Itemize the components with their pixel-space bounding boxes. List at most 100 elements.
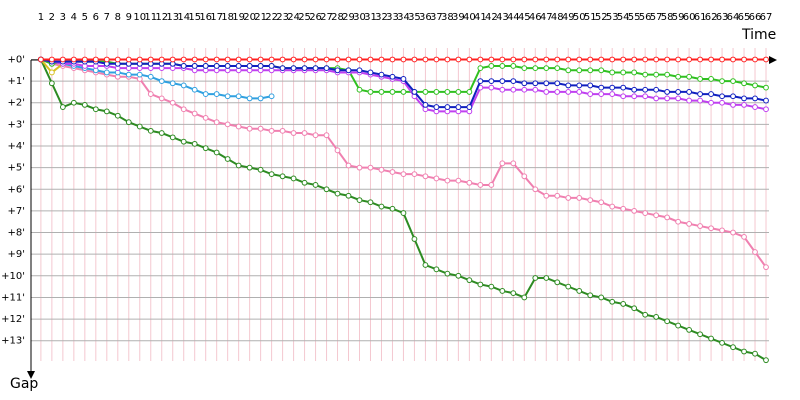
- point: [433, 89, 440, 95]
- x-tick-label: 23: [276, 12, 289, 23]
- point: [499, 288, 506, 294]
- x-tick-label: 67: [760, 12, 773, 23]
- point: [345, 67, 352, 74]
- point: [554, 80, 561, 87]
- point: [488, 283, 495, 290]
- point: [719, 339, 725, 346]
- x-tick-label: 35: [408, 12, 421, 23]
- point: [741, 56, 747, 63]
- x-tick-label: 40: [463, 12, 476, 23]
- x-tick-label: 64: [727, 12, 740, 23]
- x-tick-label: 60: [683, 12, 696, 23]
- point: [378, 56, 385, 63]
- point: [334, 190, 341, 197]
- point: [169, 134, 176, 141]
- point: [697, 56, 703, 63]
- point: [598, 67, 605, 74]
- x-tick-label: 61: [694, 12, 707, 23]
- point: [81, 102, 88, 108]
- point: [686, 89, 693, 95]
- point: [466, 104, 473, 110]
- x-tick-label: 16: [199, 12, 212, 23]
- x-tick-label: 36: [419, 12, 432, 23]
- point: [499, 86, 506, 93]
- x-tick-label: 51: [584, 12, 597, 23]
- point: [356, 197, 363, 203]
- point: [246, 56, 253, 63]
- point: [697, 97, 703, 104]
- point: [532, 186, 539, 193]
- point: [609, 84, 616, 91]
- point: [224, 56, 231, 63]
- point: [213, 91, 220, 97]
- point: [70, 99, 77, 106]
- point: [730, 102, 736, 108]
- x-tick-label: 8: [115, 12, 121, 23]
- point: [191, 86, 198, 93]
- point: [620, 56, 627, 63]
- y-axis-label: Gap: [10, 376, 38, 392]
- point: [378, 203, 385, 210]
- point: [444, 89, 451, 95]
- x-tick-label: 30: [353, 12, 366, 23]
- point: [59, 56, 66, 63]
- point: [213, 56, 220, 63]
- point: [620, 84, 627, 91]
- point: [565, 56, 572, 63]
- point: [191, 56, 198, 63]
- point: [455, 272, 462, 279]
- point: [565, 195, 572, 201]
- point: [631, 56, 638, 63]
- point: [411, 236, 418, 242]
- y-tick-label: +11': [1, 292, 25, 303]
- point: [224, 63, 231, 69]
- point: [708, 99, 714, 106]
- point: [620, 301, 627, 307]
- point: [576, 82, 583, 89]
- point: [488, 56, 495, 63]
- point: [642, 93, 649, 100]
- point: [136, 123, 143, 130]
- point: [213, 63, 220, 69]
- point: [345, 192, 352, 199]
- y-tick-label: +2': [8, 98, 26, 109]
- point: [37, 56, 44, 63]
- point: [587, 197, 594, 203]
- point: [488, 78, 495, 85]
- point: [488, 182, 495, 188]
- point: [455, 177, 462, 184]
- point: [290, 56, 297, 63]
- point: [741, 80, 747, 87]
- point: [455, 104, 462, 110]
- y-tick-label: +10': [1, 271, 25, 282]
- point: [323, 186, 330, 193]
- x-tick-label: 54: [617, 12, 630, 23]
- point: [510, 86, 517, 93]
- point: [59, 104, 66, 110]
- point: [631, 69, 638, 76]
- point: [609, 91, 616, 97]
- y-tick-label: +1': [8, 76, 26, 87]
- point: [730, 78, 736, 85]
- point: [433, 175, 440, 182]
- point: [125, 56, 132, 63]
- point: [180, 56, 187, 63]
- point: [356, 56, 363, 63]
- point: [400, 210, 407, 216]
- point: [433, 104, 440, 110]
- x-tick-label: 31: [364, 12, 377, 23]
- point: [378, 71, 385, 78]
- y-tick-label: +8': [8, 228, 26, 239]
- point: [642, 210, 649, 216]
- point: [576, 195, 583, 201]
- point: [246, 63, 253, 69]
- point: [598, 91, 605, 97]
- point: [345, 162, 352, 169]
- point: [653, 56, 660, 63]
- point: [169, 99, 176, 106]
- x-axis-label: Time: [741, 27, 776, 43]
- point: [279, 56, 286, 63]
- point: [477, 182, 484, 188]
- point: [92, 56, 99, 63]
- point: [444, 177, 451, 184]
